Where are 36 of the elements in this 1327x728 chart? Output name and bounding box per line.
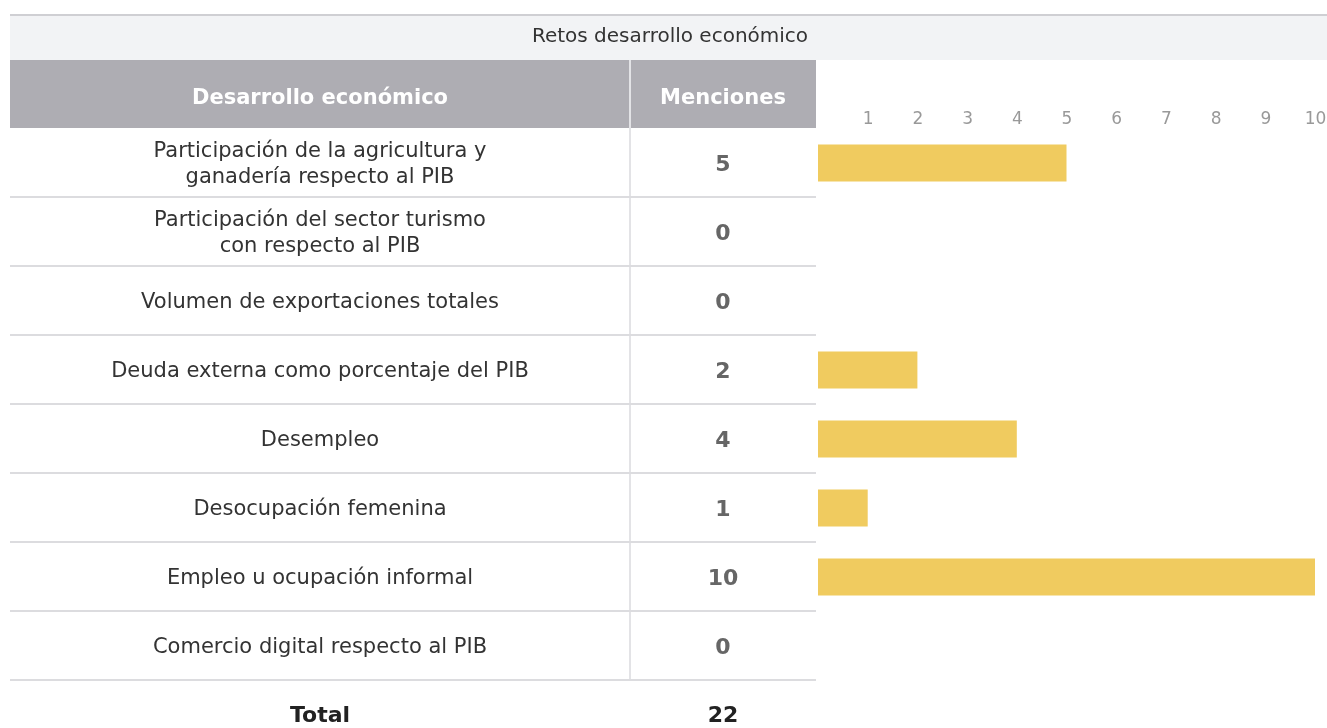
bar (818, 420, 1017, 458)
y-tick-label: Volumen de exportaciones totales (141, 288, 499, 313)
x2-tick-label: 7 (1160, 108, 1172, 128)
y-tick-label: Comercio digital respecto al PIB (152, 633, 488, 658)
data-label: 1 (715, 495, 731, 521)
y-tick-label: Desempleo (260, 426, 380, 451)
x2-tick-label: 1 (862, 108, 874, 128)
x2-tick-label: 2 (912, 108, 924, 128)
data-label: 4 (715, 426, 731, 452)
y-tick-label: Empleo u ocupación informal (166, 564, 474, 589)
data-label: 0 (715, 219, 731, 245)
x-axis-title: Menciones (660, 85, 786, 109)
data-label: 0 (715, 633, 731, 659)
data-label: 10 (707, 564, 739, 590)
bar (818, 489, 868, 527)
x2-tick-label: 9 (1260, 108, 1272, 128)
bar (818, 558, 1315, 596)
bar (818, 351, 918, 389)
text: Total (289, 702, 351, 727)
data-label: 2 (715, 357, 731, 383)
x2-tick-label: 3 (962, 108, 974, 128)
x2-tick-label: 10 (1304, 108, 1327, 128)
x2-tick-label: 4 (1011, 108, 1023, 128)
x2-tick-label: 6 (1111, 108, 1123, 128)
y-tick-label: Participación del sector turismo con respecto al PIB (154, 206, 486, 257)
data-label: 0 (715, 288, 731, 314)
y-tick-label: Participación de la agricultura y ganadería respecto al PIB (153, 137, 487, 188)
bar (818, 144, 1067, 182)
x2-tick-label: 5 (1061, 108, 1073, 128)
chart-title: Retos desarrollo económico (531, 23, 809, 47)
text: 22 (707, 702, 739, 727)
y-axis-title: Desarrollo económico (191, 85, 449, 109)
y-tick-label: Desocupación femenina (193, 495, 447, 520)
data-label: 5 (715, 150, 731, 176)
x2-tick-label: 8 (1210, 108, 1222, 128)
y-tick-label: Deuda externa como porcentaje del PIB (111, 357, 529, 382)
